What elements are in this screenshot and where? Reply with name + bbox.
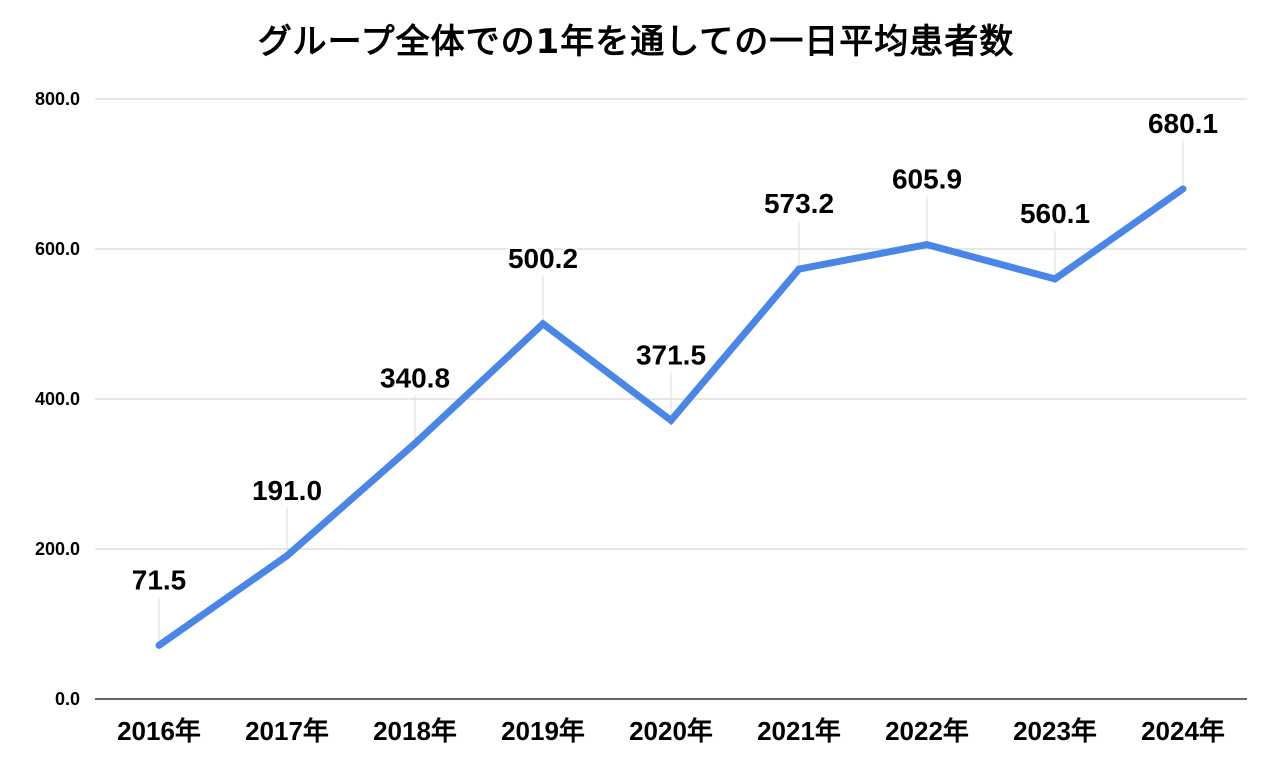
- data-point: [795, 265, 803, 273]
- label-leaders: [158, 140, 1184, 646]
- data-label: 680.1: [1148, 108, 1218, 139]
- y-tick-label: 800.0: [35, 89, 80, 109]
- x-axis-ticks: 2016年 2017年 2018年 2019年 2020年 2021年 2022年 2023年…: [117, 716, 1225, 746]
- data-label: 560.1: [1020, 198, 1090, 229]
- x-tick-label: 2020年: [629, 716, 713, 746]
- series-layer: [155, 185, 1187, 649]
- data-label: 371.5: [636, 339, 706, 370]
- x-tick-label: 2017年: [245, 716, 329, 746]
- data-point: [283, 552, 291, 560]
- chart-title: グループ全体での1年を通しての一日平均患者数: [257, 22, 1015, 62]
- data-labels: 71.5 191.0 340.8 500.2 371.5 573.2 605.9 560.1 6…: [129, 105, 1220, 597]
- data-label: 340.8: [380, 362, 450, 393]
- y-tick-label: 600.0: [35, 239, 80, 259]
- data-point: [667, 416, 675, 424]
- data-label: 71.5: [132, 564, 187, 595]
- y-axis-ticks: 0.0 200.0 400.0 600.0 800.0: [35, 89, 80, 709]
- data-point: [155, 641, 163, 649]
- data-label: 573.2: [764, 188, 834, 219]
- x-tick-label: 2018年: [373, 716, 457, 746]
- x-tick-label: 2021年: [757, 716, 841, 746]
- y-tick-label: 200.0: [35, 539, 80, 559]
- data-label: 191.0: [252, 475, 322, 506]
- x-tick-label: 2019年: [501, 716, 585, 746]
- x-tick-label: 2022年: [885, 716, 969, 746]
- data-label: 605.9: [892, 164, 962, 195]
- x-tick-label: 2023年: [1013, 716, 1097, 746]
- data-point: [539, 320, 547, 328]
- data-point: [1051, 275, 1059, 283]
- y-tick-label: 400.0: [35, 389, 80, 409]
- data-label: 500.2: [508, 243, 578, 274]
- x-tick-label: 2016年: [117, 716, 201, 746]
- y-tick-label: 0.0: [55, 689, 80, 709]
- data-point: [923, 241, 931, 249]
- data-point: [1179, 185, 1187, 193]
- data-point: [411, 439, 419, 447]
- x-tick-label: 2024年: [1141, 716, 1225, 746]
